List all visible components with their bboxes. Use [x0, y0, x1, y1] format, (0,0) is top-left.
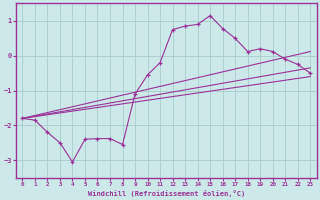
X-axis label: Windchill (Refroidissement éolien,°C): Windchill (Refroidissement éolien,°C): [88, 190, 245, 197]
